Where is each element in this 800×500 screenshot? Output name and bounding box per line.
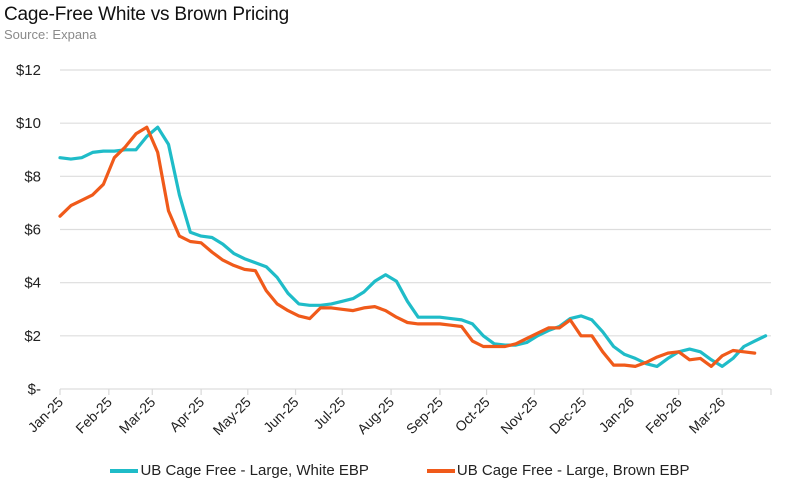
x-tick-label: Jan-25 [25,394,67,436]
x-tick-label: Dec-25 [546,394,589,437]
x-tick-label: Jan-26 [596,394,638,436]
legend-item-brown[interactable]: UB Cage Free - Large, Brown EBP [426,462,690,479]
x-tick-label: Feb-26 [642,394,685,437]
y-tick-label: $4 [24,275,41,292]
x-tick-label: Nov-25 [497,394,540,437]
legend: UB Cage Free - Large, White EBP UB Cage … [0,462,800,479]
series-line-brown [58,125,757,368]
legend-swatch-brown [426,468,455,473]
y-axis-ticks: $- $2 $4 $6 $8 $10 $12 [16,62,41,398]
legend-label-white: UB Cage Free - Large, White EBP [140,462,369,479]
x-tick-label: Mar-25 [116,394,159,437]
legend-label-brown: UB Cage Free - Large, Brown EBP [456,462,690,479]
legend-item-white[interactable]: UB Cage Free - Large, White EBP [110,462,369,479]
x-axis: Jan-25 Feb-25 Mar-25 Apr-25 May-25 Jun-25 Jul-… [25,389,772,438]
y-tick-label: $12 [16,62,41,79]
x-tick-label: Aug-25 [354,394,397,437]
y-tick-label: $10 [16,115,41,132]
x-tick-label: Apr-25 [166,394,207,435]
chart-title: Cage-Free White vs Brown Pricing [4,4,290,25]
series-line-white [58,125,768,368]
y-tick-label: $6 [24,222,41,239]
x-tick-label: Oct-25 [452,394,493,435]
x-tick-label: Jul-25 [310,394,348,432]
legend-swatch-white [110,468,139,473]
gridlines [60,69,771,390]
x-tick-label: Jun-25 [260,394,302,436]
y-tick-label: $- [28,381,41,398]
x-tick-label: Mar-26 [686,394,729,437]
chart-subtitle: Source: Expana [4,27,97,42]
x-tick-label: Feb-25 [72,394,115,437]
line-chart: $- $2 $4 $6 $8 $10 $12 Jan-25 Feb-25 Mar-25 Apr-2… [16,62,772,438]
x-tick-label: Sep-25 [403,394,446,437]
series-lines [58,125,768,368]
y-tick-label: $2 [24,328,41,345]
y-tick-label: $8 [24,168,41,185]
x-tick-label: May-25 [210,394,254,438]
